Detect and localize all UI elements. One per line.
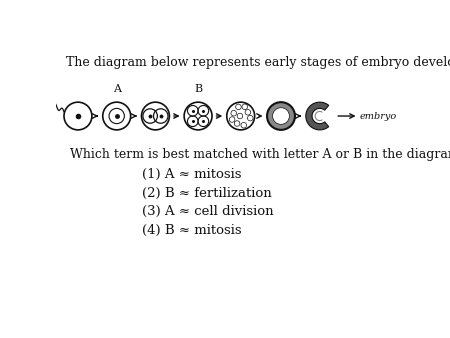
- Polygon shape: [306, 102, 328, 130]
- Text: embryo: embryo: [360, 112, 397, 121]
- Text: (3) A ≈ cell division: (3) A ≈ cell division: [141, 206, 273, 218]
- Text: Which term is best matched with letter A or B in the diagram: Which term is best matched with letter A…: [70, 148, 450, 161]
- Text: (4) B ≈ mitosis: (4) B ≈ mitosis: [141, 224, 241, 237]
- Circle shape: [273, 108, 289, 124]
- Text: The diagram below represents early stages of embryo development.: The diagram below represents early stage…: [66, 56, 450, 69]
- Text: (2) B ≈ fertilization: (2) B ≈ fertilization: [141, 187, 271, 200]
- Text: (1) A ≈ mitosis: (1) A ≈ mitosis: [141, 168, 241, 182]
- Circle shape: [267, 102, 295, 130]
- Text: B: B: [194, 84, 202, 94]
- Text: A: A: [112, 84, 121, 94]
